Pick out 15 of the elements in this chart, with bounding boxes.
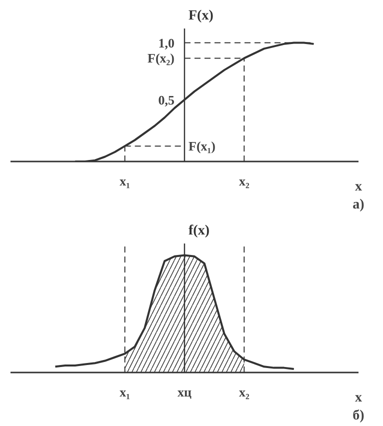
x-axis-title: x — [355, 180, 362, 194]
x-tick-label: x₂ — [238, 384, 250, 400]
y-tick-label: 1,0 — [158, 35, 174, 50]
y-tick-label: F(x₂) — [148, 50, 175, 66]
ref-line-label: F(x₁) — [188, 138, 216, 154]
y-axis-title: F(x) — [188, 8, 214, 24]
x-tick-label: x₁ — [120, 384, 130, 400]
x-tick-label: x₁ — [120, 174, 130, 188]
y-tick-label: 0,5 — [158, 92, 175, 108]
x-axis-title: x — [355, 390, 362, 406]
text: б) — [352, 408, 365, 424]
text: а) — [352, 198, 365, 212]
x-tick-label: x₂ — [238, 174, 250, 188]
x-tick-label: xц — [178, 384, 192, 400]
y-axis-title: f(x) — [188, 224, 210, 238]
